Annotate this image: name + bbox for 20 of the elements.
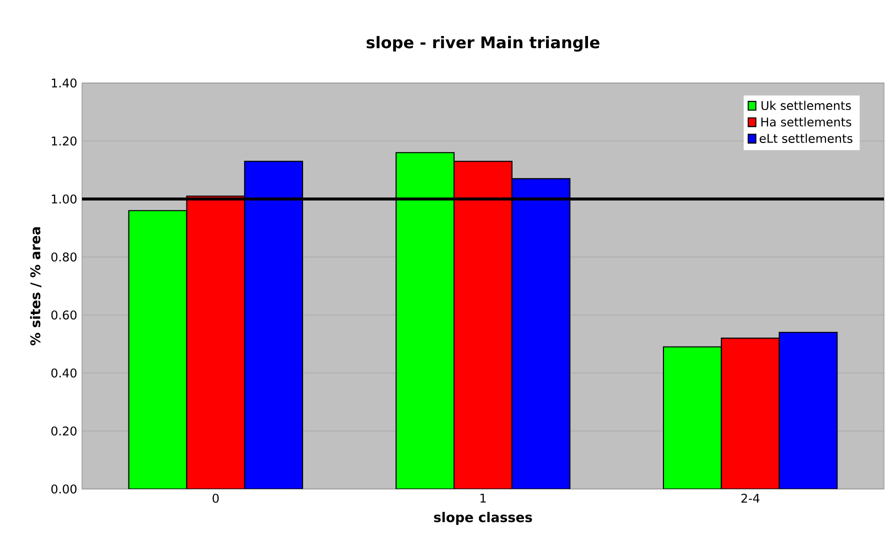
x-tick-label: 2-4 — [741, 494, 760, 503]
y-tick-label: 0.00 — [51, 484, 76, 494]
bar — [128, 210, 188, 489]
legend-label: eLt settlements — [760, 134, 852, 143]
y-tick-label: 0.80 — [51, 252, 76, 262]
legend-label: Uk settlements — [762, 100, 851, 110]
legend-label: Ha settlements — [761, 117, 852, 127]
y-tick-label: 0.20 — [51, 426, 76, 436]
y-axis-title: % sites / % area — [30, 227, 42, 346]
y-tick-label: 0.40 — [51, 368, 76, 378]
chart-title: slope - river Main triangle — [366, 36, 600, 52]
y-tick-label: 1.40 — [52, 78, 76, 88]
y-tick-label: 0.60 — [51, 310, 76, 320]
y-tick-label: 1.00 — [52, 194, 76, 204]
x-tick-label: 0 — [212, 494, 219, 503]
x-tick-label: 1 — [480, 494, 486, 502]
bar — [396, 152, 455, 489]
y-tick-label: 1.20 — [52, 136, 76, 146]
x-axis-title: slope classes — [434, 512, 532, 525]
bar — [662, 346, 722, 489]
